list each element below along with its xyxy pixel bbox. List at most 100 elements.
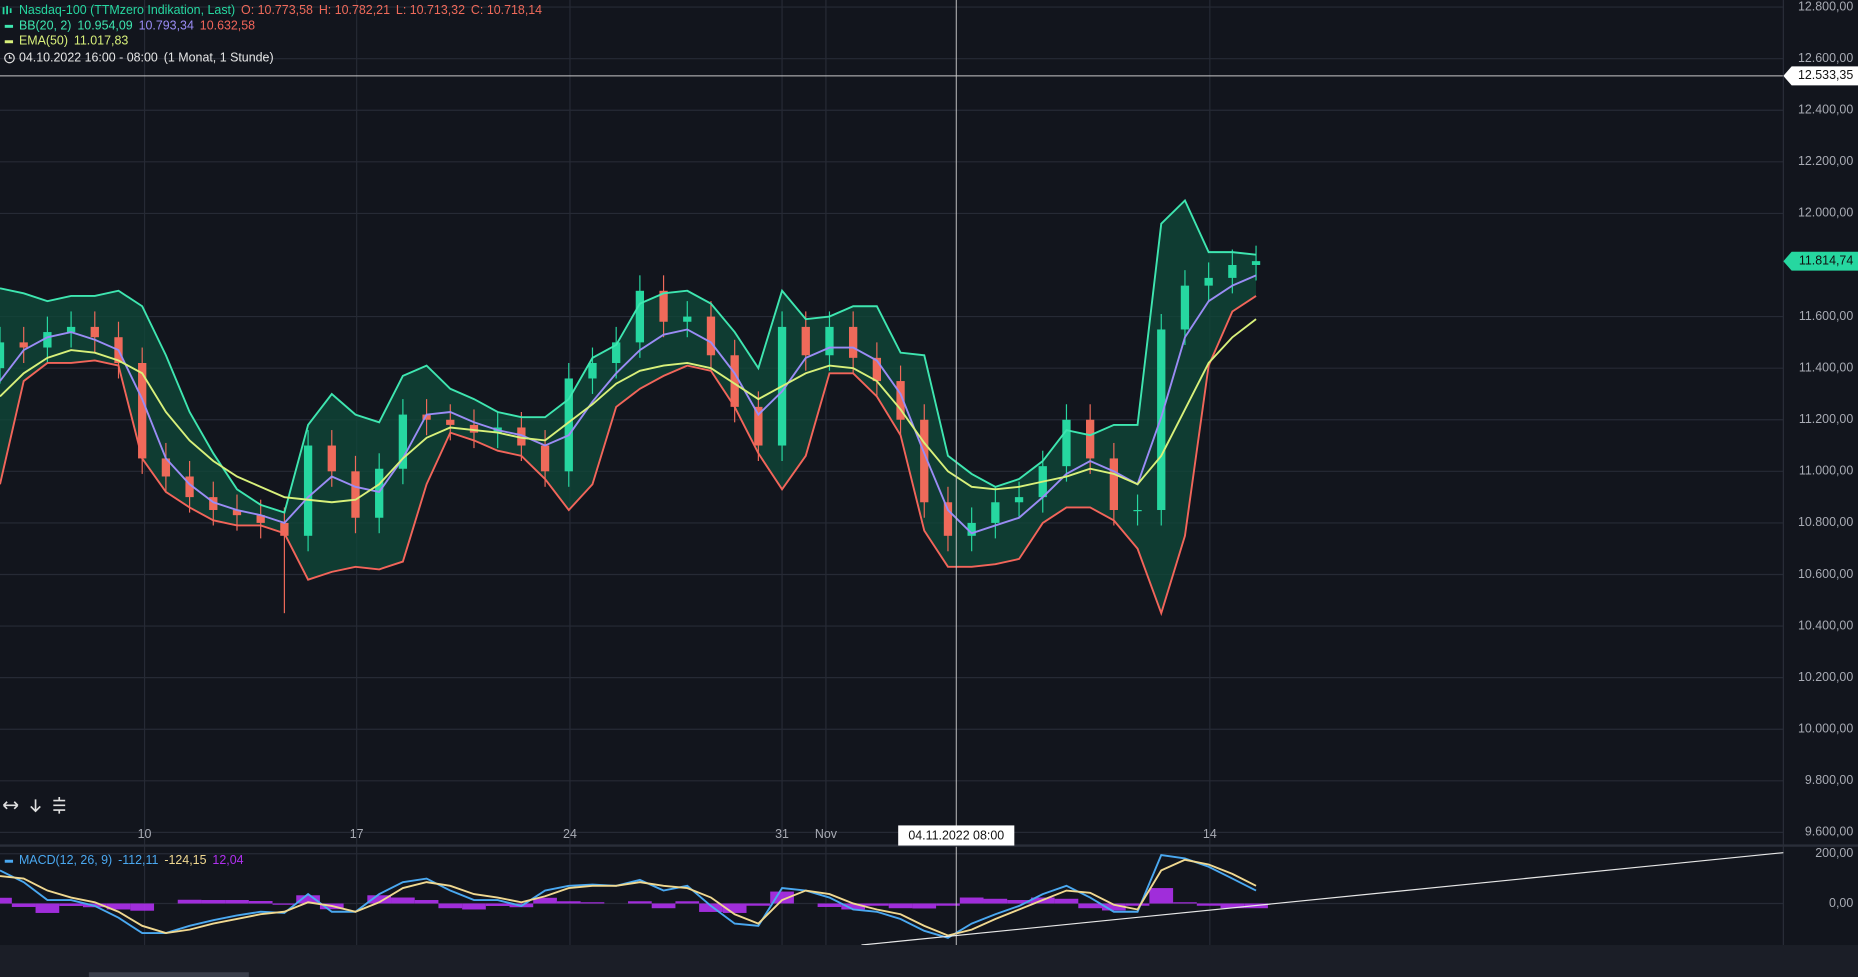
histogram-bar (817, 903, 842, 907)
price-tag-label: 11.814,74 (1799, 253, 1853, 267)
x-tick-label: 10 (138, 827, 152, 841)
histogram-bar (699, 903, 723, 912)
candle-body (43, 332, 52, 348)
candle-body (209, 497, 218, 511)
macd-value: -124,15 (164, 853, 206, 867)
legend-swatch (4, 24, 14, 28)
histogram-bar (130, 903, 155, 911)
y-tick-label: 10.000,00 (1798, 722, 1853, 736)
histogram-bar (59, 903, 83, 906)
candle-body (730, 355, 739, 407)
settings-button[interactable] (53, 796, 66, 814)
crosshair-date-label: 04.11.2022 08:00 (908, 828, 1004, 842)
histogram-bar (746, 903, 771, 906)
histogram-bar (1173, 902, 1197, 904)
y-tick-label: 11.400,00 (1799, 360, 1853, 374)
histogram-bar (248, 901, 273, 904)
legend-value: 10.793,34 (139, 18, 194, 32)
legend-swatch (4, 859, 14, 863)
range-note: 04.10.2022 16:00 - 08:00 (19, 50, 158, 64)
legend-value: 10.954,09 (77, 18, 132, 32)
ohlc-readout: O: 10.773,58 (241, 3, 313, 17)
histogram-bar (462, 903, 486, 910)
candle-body (754, 406, 763, 446)
candle-body (564, 378, 573, 472)
y-tick-label: 12.200,00 (1798, 154, 1853, 168)
histogram-bar (1078, 903, 1103, 909)
candle-body (943, 502, 953, 536)
candle-body (588, 363, 597, 379)
candle-body (1014, 497, 1024, 503)
candle-body (1204, 277, 1213, 286)
x-tick-label: 24 (563, 827, 577, 841)
plot (0, 0, 1784, 946)
x-tick-label: 17 (350, 827, 364, 841)
candle-body (991, 502, 1000, 523)
y-tick-label: 10.200,00 (1798, 670, 1853, 684)
candle-body (635, 290, 645, 343)
histogram-bar (628, 901, 652, 904)
down-button[interactable] (30, 799, 41, 813)
candle-body (1062, 419, 1071, 467)
candle-body (1180, 285, 1190, 330)
legend-label: BB(20, 2) (19, 18, 72, 32)
histogram-bar (225, 900, 249, 904)
candle-body (920, 419, 929, 503)
histogram-bar (1220, 903, 1245, 909)
macd-title: MACD(12, 26, 9) (19, 853, 112, 867)
candle-body (351, 471, 360, 518)
ohlc-readout: C: 10.718,14 (471, 3, 542, 17)
trend-line[interactable] (861, 852, 1784, 946)
histogram-bar (959, 897, 984, 904)
y-tick-label: 12.800,00 (1798, 0, 1853, 13)
scrollbar-track (0, 945, 1858, 977)
candle-body (327, 445, 336, 472)
candle-body (232, 510, 242, 516)
indicator-line (0, 318, 1257, 504)
candle-body (896, 381, 905, 420)
macd-line (0, 853, 1257, 939)
histogram-bar (438, 903, 463, 909)
histogram-bar (201, 900, 226, 904)
candle-body (469, 424, 479, 433)
ohlc-readout: H: 10.782,21 (319, 3, 390, 17)
scrollbar-thumb[interactable] (88, 972, 249, 977)
histogram-bar (912, 903, 937, 909)
y-tick-label: 0,00 (1829, 896, 1853, 910)
y-tick-label: 11.000,00 (1799, 464, 1853, 478)
candle-body (0, 342, 5, 369)
histogram-bar (11, 903, 36, 907)
indicator-icon (2, 5, 12, 15)
histogram-bar (177, 899, 202, 904)
crosshair-date-box (898, 825, 1015, 846)
candle-body (683, 316, 692, 322)
y-tick-label: 12.600,00 (1798, 51, 1853, 65)
histogram-bar (533, 897, 557, 904)
candle-body (90, 326, 99, 338)
histogram-bar (1125, 903, 1150, 906)
candle-body (1251, 261, 1261, 265)
y-tick-label: 10.800,00 (1798, 515, 1853, 529)
histogram-bar (1102, 903, 1126, 911)
histogram-bar (391, 897, 415, 904)
candle-body (422, 414, 431, 420)
histogram-bar (296, 895, 320, 904)
candle-body (872, 357, 882, 382)
candle-body (706, 316, 716, 356)
x-tick-label: Nov (815, 827, 838, 841)
y-tick-label: 12.400,00 (1798, 103, 1853, 117)
candle-body (967, 522, 976, 536)
candle-body (801, 326, 810, 356)
histogram-bar (1196, 903, 1221, 906)
candle-body (825, 326, 834, 356)
legend-value: 10.632,58 (200, 18, 255, 32)
histogram-bar (983, 898, 1008, 904)
candle-body (1228, 264, 1237, 278)
ohlc-readout: L: 10.713,32 (396, 3, 465, 17)
histogram-bar (106, 903, 131, 910)
candle-body (517, 427, 526, 446)
candle-body (66, 326, 76, 333)
pan-button[interactable] (2, 801, 19, 810)
price-axis: 12.800,00 12.600,00 12.400,00 12.200,00 12.0… (138, 0, 1858, 910)
